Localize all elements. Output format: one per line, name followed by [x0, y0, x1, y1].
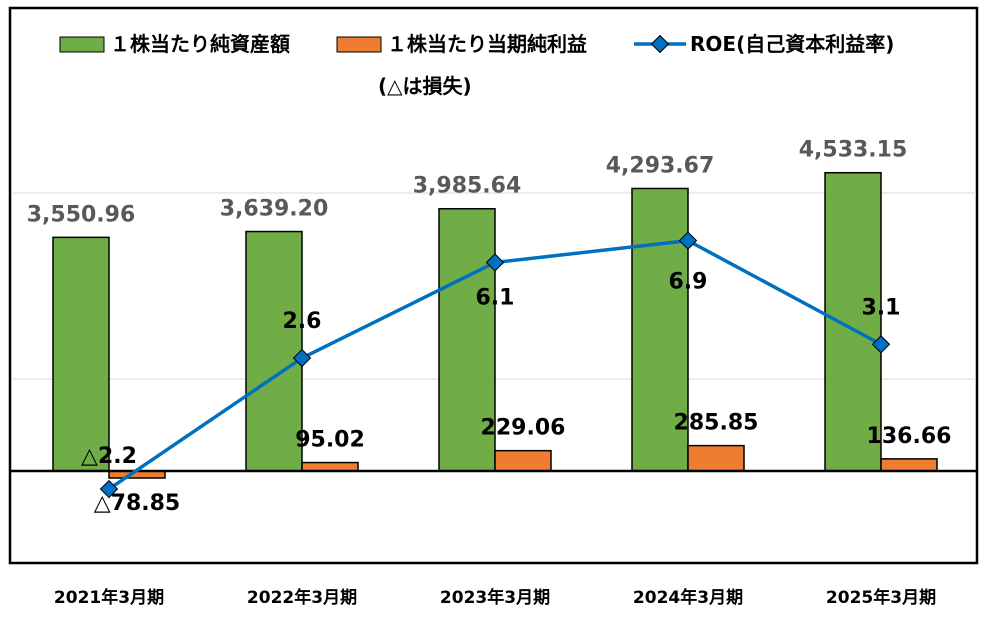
eps-value-label: 136.66: [867, 424, 952, 449]
roe-value-label: 6.1: [476, 285, 515, 310]
eps-value-label: 229.06: [481, 416, 566, 441]
nav-value-label: 3,550.96: [27, 202, 136, 227]
roe-marker: [678, 231, 698, 250]
bars: [52, 171, 938, 479]
category-label: 2024年3月期: [633, 587, 743, 608]
eps-bar: [301, 461, 359, 472]
eps-bar: [687, 444, 745, 472]
legend: １株当たり純資産額 １株当たり当期純利益 ROE(自己資本利益率) (△は損失): [59, 32, 894, 98]
category-label: 2023年3月期: [440, 587, 550, 608]
nav-bar: [631, 187, 689, 472]
legend-roe-marker: [650, 34, 670, 54]
nav-bar: [438, 207, 496, 472]
eps-value-label: △78.85: [94, 491, 181, 516]
legend-nav-label: １株当たり純資産額: [110, 32, 290, 56]
nav-bar: [824, 171, 882, 472]
roe-marker: [871, 335, 891, 354]
eps-value-label: 285.85: [674, 411, 759, 436]
nav-bar: [52, 236, 110, 472]
nav-value-label: 4,533.15: [799, 138, 908, 163]
nav-value-label: 4,293.67: [606, 153, 715, 178]
roe-marker: [485, 253, 505, 272]
legend-eps-note: (△は損失): [378, 74, 472, 98]
eps-bar: [494, 449, 552, 472]
roe-value-label: 6.9: [669, 270, 708, 295]
eps-value-label: 95.02: [295, 428, 365, 453]
roe-series: [99, 231, 891, 499]
nav-bar: [245, 230, 303, 472]
roe-value-label: △2.2: [81, 444, 137, 469]
category-axis: 2021年3月期 2022年3月期 2023年3月期 2024年3月期 2025年3月期: [54, 587, 936, 608]
roe-value-label: 2.6: [283, 309, 322, 334]
category-label: 2025年3月期: [826, 587, 936, 608]
category-label: 2022年3月期: [247, 587, 357, 608]
category-label: 2021年3月期: [54, 587, 164, 608]
legend-eps-label: １株当たり当期純利益: [387, 32, 587, 56]
legend-eps-swatch: [336, 36, 382, 53]
nav-value-label: 3,985.64: [413, 174, 522, 199]
roe-marker: [292, 348, 312, 368]
roe-value-label: 3.1: [862, 295, 901, 320]
nav-value-label: 3,639.20: [220, 197, 329, 222]
legend-nav-swatch: [59, 36, 105, 53]
roe-marker: [99, 479, 119, 499]
eps-bar: [880, 458, 938, 472]
legend-roe-label: ROE(自己資本利益率): [690, 32, 894, 56]
data-labels: 3,550.96 3,639.20 3,985.64 4,293.67 4,533.15…: [27, 138, 952, 516]
